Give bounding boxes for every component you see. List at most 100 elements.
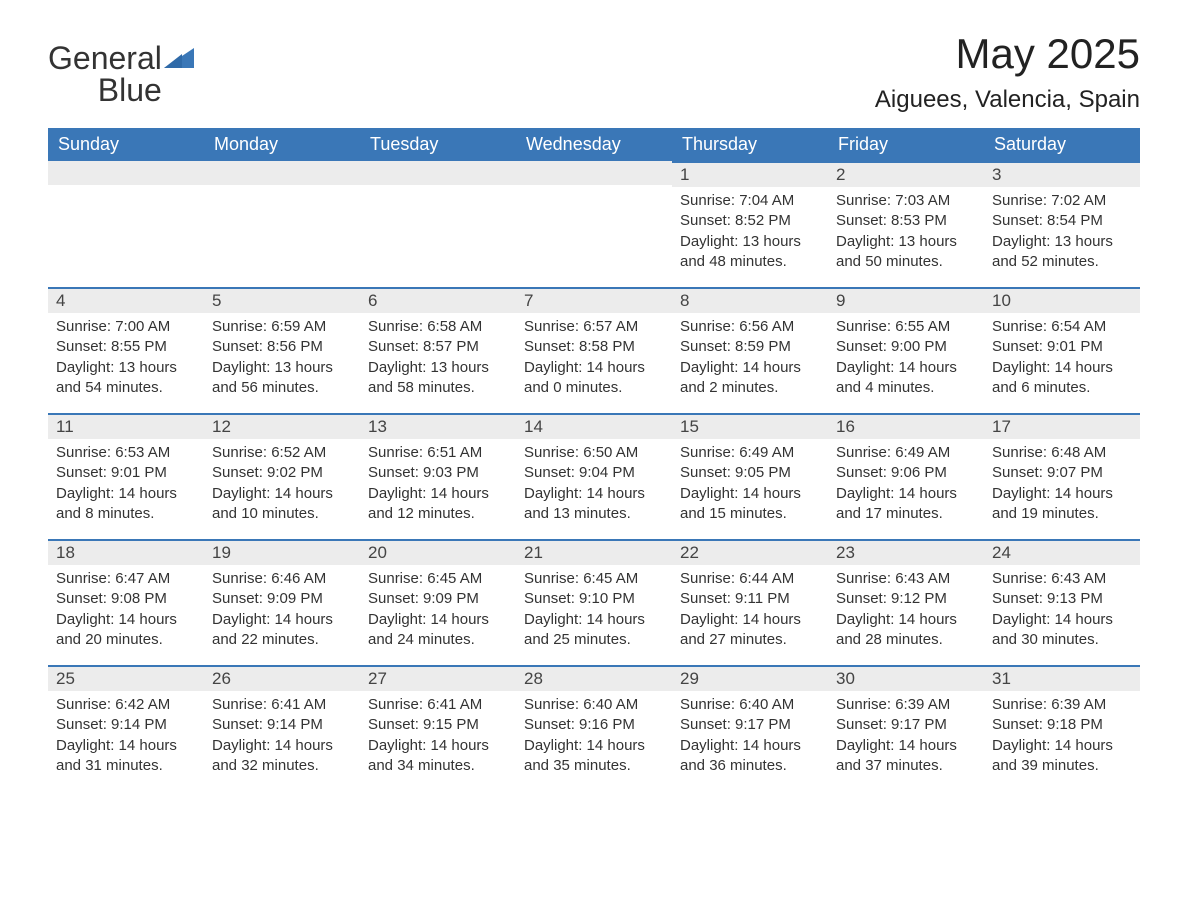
daylight1-line: Daylight: 14 hours [836,484,976,504]
daylight2-line: and 31 minutes. [56,756,196,776]
daylight2-line: and 0 minutes. [524,378,664,398]
day-number: 28 [516,665,672,691]
sunrise-line: Sunrise: 6:45 AM [524,569,664,589]
day-cell: 17Sunrise: 6:48 AMSunset: 9:07 PMDayligh… [984,413,1140,539]
day-number: 26 [204,665,360,691]
day-content: Sunrise: 6:49 AMSunset: 9:05 PMDaylight:… [672,439,828,532]
daylight1-line: Daylight: 13 hours [212,358,352,378]
day-content: Sunrise: 6:47 AMSunset: 9:08 PMDaylight:… [48,565,204,658]
day-content: Sunrise: 6:54 AMSunset: 9:01 PMDaylight:… [984,313,1140,406]
sunrise-line: Sunrise: 6:48 AM [992,443,1132,463]
sunrise-line: Sunrise: 6:52 AM [212,443,352,463]
day-header-cell: Saturday [984,128,1140,161]
daylight1-line: Daylight: 13 hours [56,358,196,378]
day-cell: 14Sunrise: 6:50 AMSunset: 9:04 PMDayligh… [516,413,672,539]
sunrise-line: Sunrise: 6:55 AM [836,317,976,337]
day-cell: 6Sunrise: 6:58 AMSunset: 8:57 PMDaylight… [360,287,516,413]
sunset-line: Sunset: 8:54 PM [992,211,1132,231]
day-content: Sunrise: 6:39 AMSunset: 9:18 PMDaylight:… [984,691,1140,784]
day-content: Sunrise: 6:52 AMSunset: 9:02 PMDaylight:… [204,439,360,532]
day-cell: 1Sunrise: 7:04 AMSunset: 8:52 PMDaylight… [672,161,828,287]
sunset-line: Sunset: 9:14 PM [56,715,196,735]
day-content: Sunrise: 6:42 AMSunset: 9:14 PMDaylight:… [48,691,204,784]
sunrise-line: Sunrise: 6:43 AM [836,569,976,589]
sunset-line: Sunset: 9:08 PM [56,589,196,609]
day-content: Sunrise: 7:04 AMSunset: 8:52 PMDaylight:… [672,187,828,280]
sunrise-line: Sunrise: 6:40 AM [680,695,820,715]
sunset-line: Sunset: 9:04 PM [524,463,664,483]
daylight2-line: and 30 minutes. [992,630,1132,650]
daylight1-line: Daylight: 14 hours [368,736,508,756]
day-number: 21 [516,539,672,565]
sunrise-line: Sunrise: 6:57 AM [524,317,664,337]
week-row: 1Sunrise: 7:04 AMSunset: 8:52 PMDaylight… [48,161,1140,287]
sunset-line: Sunset: 9:01 PM [56,463,196,483]
sunset-line: Sunset: 8:55 PM [56,337,196,357]
daylight2-line: and 54 minutes. [56,378,196,398]
week-row: 18Sunrise: 6:47 AMSunset: 9:08 PMDayligh… [48,539,1140,665]
sunrise-line: Sunrise: 7:02 AM [992,191,1132,211]
daylight2-line: and 37 minutes. [836,756,976,776]
daylight2-line: and 39 minutes. [992,756,1132,776]
daylight1-line: Daylight: 14 hours [524,610,664,630]
day-number: 25 [48,665,204,691]
logo-text-block: General Blue [48,42,162,106]
sunset-line: Sunset: 9:03 PM [368,463,508,483]
sunrise-line: Sunrise: 6:39 AM [992,695,1132,715]
daylight2-line: and 6 minutes. [992,378,1132,398]
day-cell [360,161,516,287]
day-content: Sunrise: 6:40 AMSunset: 9:17 PMDaylight:… [672,691,828,784]
day-cell: 7Sunrise: 6:57 AMSunset: 8:58 PMDaylight… [516,287,672,413]
daylight1-line: Daylight: 14 hours [680,484,820,504]
sunset-line: Sunset: 8:57 PM [368,337,508,357]
day-cell: 10Sunrise: 6:54 AMSunset: 9:01 PMDayligh… [984,287,1140,413]
day-cell: 12Sunrise: 6:52 AMSunset: 9:02 PMDayligh… [204,413,360,539]
sunrise-line: Sunrise: 6:59 AM [212,317,352,337]
day-number: 22 [672,539,828,565]
daylight2-line: and 24 minutes. [368,630,508,650]
day-cell: 24Sunrise: 6:43 AMSunset: 9:13 PMDayligh… [984,539,1140,665]
day-content: Sunrise: 7:02 AMSunset: 8:54 PMDaylight:… [984,187,1140,280]
daylight2-line: and 34 minutes. [368,756,508,776]
sunrise-line: Sunrise: 7:00 AM [56,317,196,337]
day-number: 31 [984,665,1140,691]
calendar-body: 1Sunrise: 7:04 AMSunset: 8:52 PMDaylight… [48,161,1140,791]
daylight2-line: and 4 minutes. [836,378,976,398]
daylight2-line: and 56 minutes. [212,378,352,398]
daylight2-line: and 19 minutes. [992,504,1132,524]
sunset-line: Sunset: 9:15 PM [368,715,508,735]
daylight2-line: and 58 minutes. [368,378,508,398]
sunset-line: Sunset: 9:18 PM [992,715,1132,735]
sunrise-line: Sunrise: 6:44 AM [680,569,820,589]
daylight2-line: and 52 minutes. [992,252,1132,272]
day-number: 7 [516,287,672,313]
day-cell [204,161,360,287]
day-cell: 28Sunrise: 6:40 AMSunset: 9:16 PMDayligh… [516,665,672,791]
logo-triangle-icon [164,46,194,68]
location-label: Aiguees, Valencia, Spain [875,86,1140,114]
day-cell: 9Sunrise: 6:55 AMSunset: 9:00 PMDaylight… [828,287,984,413]
daylight2-line: and 32 minutes. [212,756,352,776]
sunset-line: Sunset: 9:09 PM [212,589,352,609]
day-content: Sunrise: 6:50 AMSunset: 9:04 PMDaylight:… [516,439,672,532]
sunset-line: Sunset: 9:13 PM [992,589,1132,609]
daylight1-line: Daylight: 14 hours [368,610,508,630]
sunrise-line: Sunrise: 6:56 AM [680,317,820,337]
day-number: 3 [984,161,1140,187]
day-content: Sunrise: 6:39 AMSunset: 9:17 PMDaylight:… [828,691,984,784]
day-cell: 18Sunrise: 6:47 AMSunset: 9:08 PMDayligh… [48,539,204,665]
day-number: 16 [828,413,984,439]
day-cell: 13Sunrise: 6:51 AMSunset: 9:03 PMDayligh… [360,413,516,539]
day-cell: 3Sunrise: 7:02 AMSunset: 8:54 PMDaylight… [984,161,1140,287]
sunrise-line: Sunrise: 6:51 AM [368,443,508,463]
sunset-line: Sunset: 9:06 PM [836,463,976,483]
sunrise-line: Sunrise: 6:45 AM [368,569,508,589]
sunset-line: Sunset: 9:16 PM [524,715,664,735]
sunset-line: Sunset: 8:52 PM [680,211,820,231]
day-cell [48,161,204,287]
daylight2-line: and 35 minutes. [524,756,664,776]
daylight2-line: and 48 minutes. [680,252,820,272]
day-cell: 4Sunrise: 7:00 AMSunset: 8:55 PMDaylight… [48,287,204,413]
day-header-cell: Monday [204,128,360,161]
day-cell: 15Sunrise: 6:49 AMSunset: 9:05 PMDayligh… [672,413,828,539]
